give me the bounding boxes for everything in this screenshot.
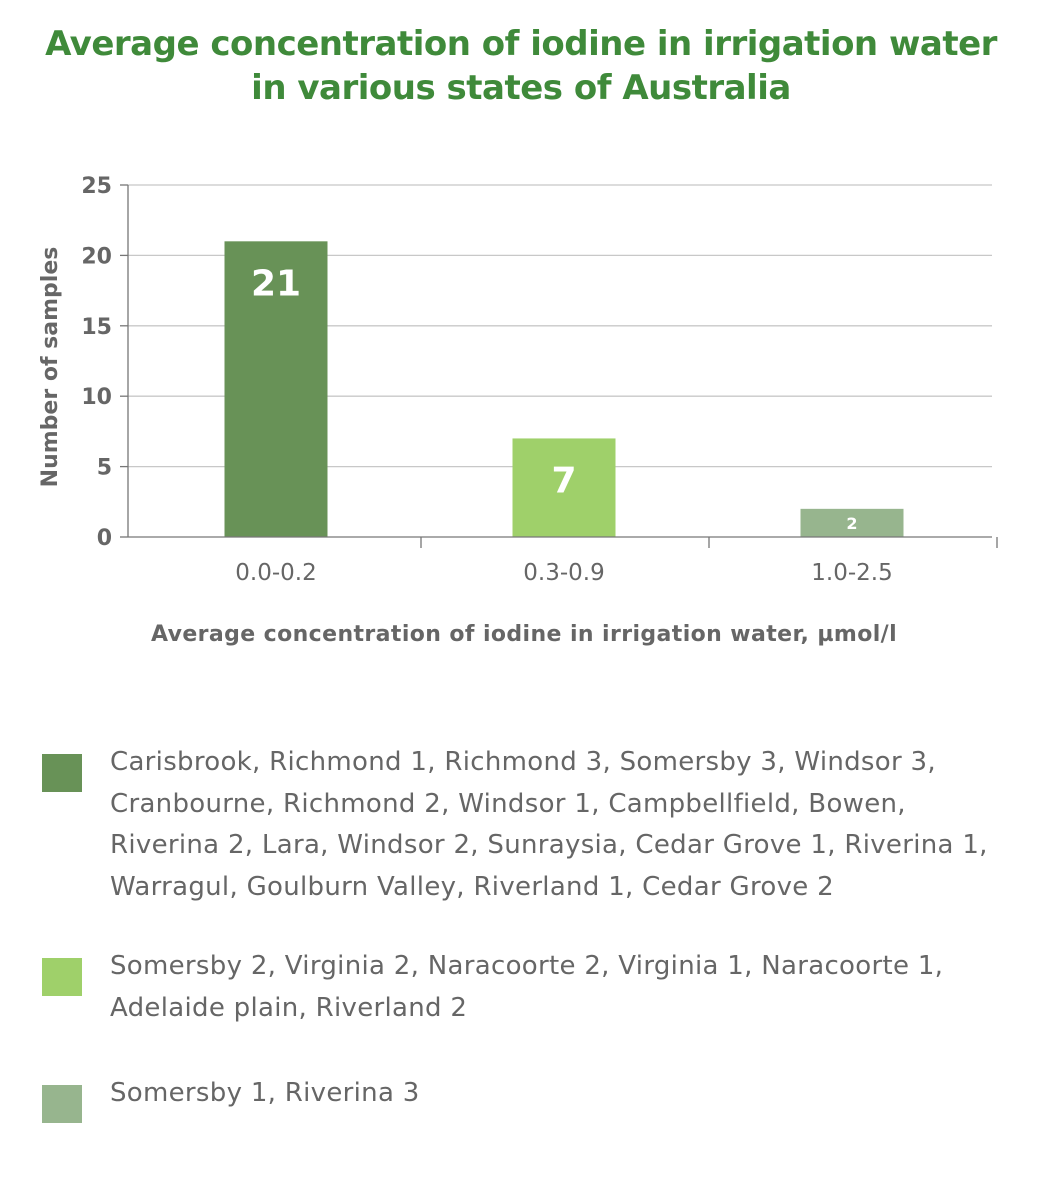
x-tick-label-0: 0.0-0.2 (235, 560, 316, 586)
y-axis-label: Number of samples (38, 247, 63, 488)
legend-text-0: Carisbrook, Richmond 1, Richmond 3, Some… (110, 747, 988, 902)
legend-text-1: Somersby 2, Virginia 2, Naracoorte 2, Vi… (110, 951, 944, 1023)
legend-item-1: Somersby 2, Virginia 2, Naracoorte 2, Vi… (42, 946, 1002, 1029)
x-tick-label-1: 0.3-0.9 (523, 560, 604, 586)
bar-chart: 0 5 10 15 20 25 21 7 2 0.0-0.2 0.3-0.9 1.0-2.5 Nu… (38, 174, 998, 586)
chart-title: Average concentration of iodine in irrig… (0, 22, 1042, 110)
bar-0 (224, 241, 328, 537)
chart-title-line-1: Average concentration of iodine in irrig… (45, 24, 997, 64)
y-tick-label-5: 5 (97, 456, 112, 481)
bar-1 (512, 438, 616, 537)
y-tick-label-20: 20 (81, 244, 112, 269)
bar-data-label-0: 21 (251, 263, 301, 304)
bar-2 (800, 508, 904, 537)
bars: 21 7 2 (224, 241, 904, 537)
x-axis-label: Average concentration of iodine in irrig… (150, 622, 898, 647)
y-tick-label-15: 15 (81, 315, 112, 340)
bar-data-label-2: 2 (846, 514, 857, 533)
y-tick-label-25: 25 (81, 174, 112, 199)
legend-swatch-1 (42, 958, 82, 996)
y-tick-label-0: 0 (97, 526, 112, 551)
y-tick-label-10: 10 (81, 385, 112, 410)
legend-text-2: Somersby 1, Riverina 3 (110, 1078, 420, 1108)
bar-data-label-1: 7 (551, 460, 576, 501)
legend-swatch-2 (42, 1085, 82, 1123)
x-tick-label-2: 1.0-2.5 (811, 560, 892, 586)
legend: Carisbrook, Richmond 1, Richmond 3, Some… (42, 742, 1002, 1123)
legend-swatch-0 (42, 754, 82, 792)
legend-item-0: Carisbrook, Richmond 1, Richmond 3, Some… (42, 742, 1002, 908)
x-axis-ticks: 0.0-0.2 0.3-0.9 1.0-2.5 (235, 537, 998, 586)
axes (127, 185, 992, 538)
legend-item-2: Somersby 1, Riverina 3 (42, 1073, 1002, 1123)
y-axis-ticks: 0 5 10 15 20 25 (81, 174, 128, 551)
chart-title-line-2: in various states of Australia (251, 68, 791, 108)
